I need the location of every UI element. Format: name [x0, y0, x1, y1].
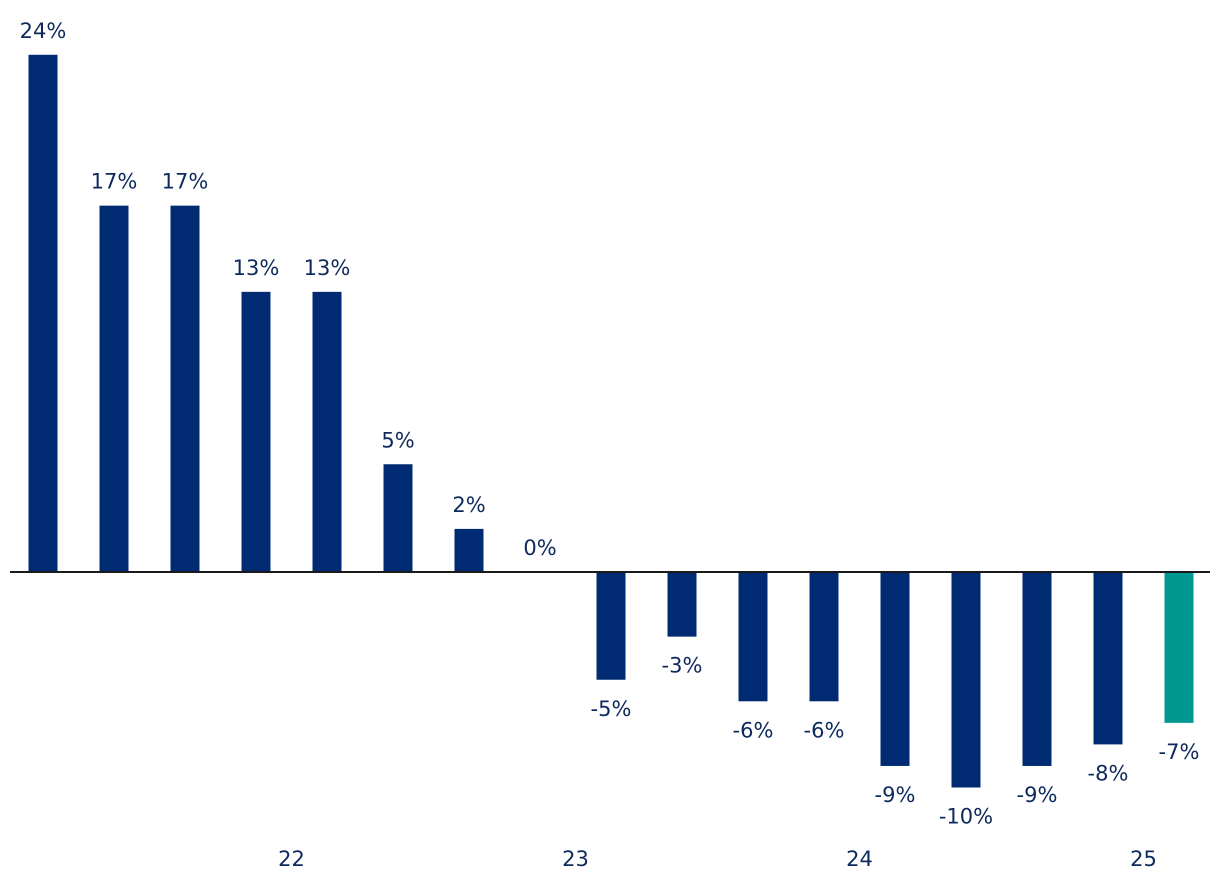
bar-17: [1164, 572, 1194, 723]
bar-4: [241, 291, 271, 572]
value-label-3: 17%: [162, 170, 209, 194]
value-label-2: 17%: [91, 170, 138, 194]
bar-16: [1093, 572, 1123, 745]
bar-9: [596, 572, 626, 680]
bars-group: [28, 54, 1194, 788]
x-tick-label-24: 24: [846, 847, 873, 871]
value-label-12: -6%: [804, 718, 845, 742]
value-label-11: -6%: [733, 718, 774, 742]
value-label-8: 0%: [523, 536, 556, 560]
value-label-4: 13%: [233, 256, 280, 280]
bar-11: [738, 572, 768, 702]
value-label-6: 5%: [381, 428, 414, 452]
value-label-16: -8%: [1088, 761, 1129, 785]
x-tick-label-25: 25: [1130, 847, 1157, 871]
x-tick-labels-group: 22 23 24 25: [278, 847, 1157, 871]
value-labels-group: 24% 17% 17% 13% 13% 5% 2% 0% -5% -3% -6% -6% -9% -10%…: [20, 19, 1200, 829]
x-tick-label-23: 23: [562, 847, 589, 871]
bar-1: [28, 54, 58, 573]
bar-7: [454, 528, 484, 572]
value-label-17: -7%: [1159, 740, 1200, 764]
value-label-13: -9%: [875, 783, 916, 807]
value-label-7: 2%: [452, 493, 485, 517]
bar-5: [312, 291, 342, 572]
value-label-14: -10%: [939, 805, 993, 829]
x-tick-label-22: 22: [278, 847, 305, 871]
bar-15: [1022, 572, 1052, 766]
bar-6: [383, 464, 413, 572]
value-label-10: -3%: [662, 654, 703, 678]
value-label-1: 24%: [20, 19, 67, 43]
value-label-5: 13%: [304, 256, 351, 280]
bar-12: [809, 572, 839, 702]
value-label-15: -9%: [1017, 783, 1058, 807]
bar-10: [667, 572, 697, 637]
bar-3: [170, 205, 200, 572]
value-label-9: -5%: [591, 697, 632, 721]
bar-14: [951, 572, 981, 788]
bar-13: [880, 572, 910, 766]
bar-2: [99, 205, 129, 572]
